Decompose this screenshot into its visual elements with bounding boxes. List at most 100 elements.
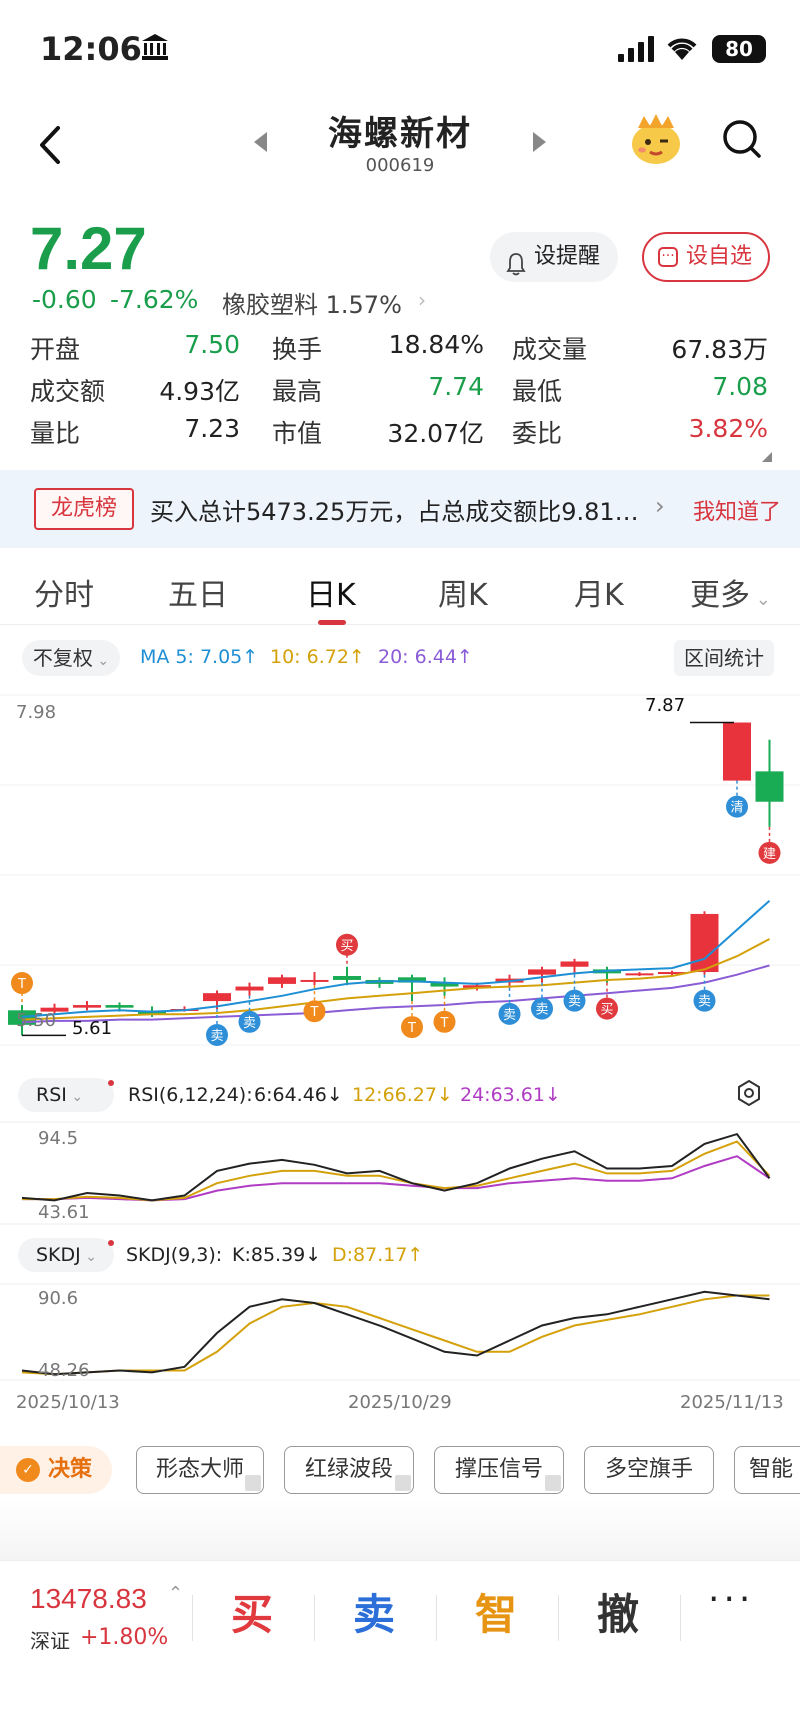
set-alert-button[interactable]: 设提醒 (490, 232, 618, 282)
chevron-down-icon: ⌄ (66, 1089, 84, 1105)
price-change-pct: -7.62% (110, 285, 199, 314)
prev-stock-icon[interactable] (252, 130, 270, 158)
index-value[interactable]: 13478.83 (30, 1583, 147, 1614)
signal-label: 买 (600, 1003, 613, 1018)
stat-label: 最高 (272, 377, 323, 406)
stat-value: 7.23 (184, 414, 240, 443)
search-icon[interactable] (722, 118, 762, 166)
signal-marker (11, 972, 33, 995)
skdj-params: SKDJ(9,3): (126, 1244, 223, 1266)
rsi6-value: 6:64.46↓ (254, 1084, 343, 1106)
buy-button[interactable]: 买 (230, 1590, 273, 1639)
candle-body (138, 1011, 166, 1015)
chevron-up-icon[interactable]: ⌃ (168, 1583, 184, 1604)
chip-label: 多空旗手 (604, 1457, 693, 1482)
signal-marker (401, 1016, 423, 1039)
stat-label: 开盘 (30, 335, 81, 364)
mascot-icon[interactable] (628, 114, 684, 166)
stock-nav-bar: 海螺新材 000619 (0, 100, 800, 200)
ma5-legend: MA 5: 7.05↑ (140, 646, 259, 668)
tab-monthly-k[interactable]: 月K (574, 578, 624, 613)
price-change: -0.60 (32, 285, 97, 314)
stat-label: 量比 (30, 419, 81, 448)
skdj-selector[interactable]: SKDJ ⌄ (18, 1238, 114, 1272)
stat-value: 4.93亿 (159, 377, 240, 406)
stat-value: 32.07亿 (387, 419, 484, 448)
stat-turnover: 换手 18.84% (272, 330, 484, 366)
stat-label: 市值 (272, 419, 323, 448)
chip-pattern-master[interactable]: 形态大师 (136, 1446, 264, 1494)
chip-red-green-wave[interactable]: 红绿波段 (284, 1446, 414, 1494)
banner-text: 买入总计5473.25万元，占总成交额比9.81… (150, 498, 639, 526)
rsi-selector[interactable]: RSI ⌄ (18, 1078, 114, 1112)
cancel-order-button[interactable]: 撤 (596, 1590, 639, 1639)
candle-body (300, 979, 329, 982)
stat-high: 最高 7.74 (272, 372, 484, 408)
bottom-trade-bar: 13478.83 ⌃ 深证 +1.80% 买 卖 智 撤 ··· (0, 1560, 800, 1731)
lock-icon (395, 1475, 411, 1491)
decision-button[interactable]: ✓ 决策 (0, 1446, 112, 1494)
signal-label: 卖 (210, 1029, 223, 1044)
chip-smart[interactable]: 智能 (734, 1446, 800, 1494)
rsi6-line (21, 1132, 771, 1202)
current-price: 7.27 (30, 215, 147, 282)
signal-marker (726, 795, 748, 818)
rsi-axis-bottom: 43.61 (38, 1202, 90, 1223)
signal-marker (693, 989, 716, 1012)
adjust-dropdown[interactable]: 不复权 ⌄ (22, 640, 120, 676)
chip-label: 形态大师 (155, 1457, 244, 1482)
back-icon[interactable] (30, 120, 70, 170)
stat-value: 7.08 (712, 372, 768, 401)
add-favorite-button[interactable]: ··· 设自选 (642, 232, 770, 282)
sector-link[interactable]: 橡胶塑料 1.57% (222, 291, 402, 319)
chevron-down-icon: ⌄ (750, 589, 771, 610)
skdj-axis-top: 90.6 (38, 1288, 79, 1309)
chip-bull-bear-flag[interactable]: 多空旗手 (584, 1446, 714, 1494)
stat-value: 7.50 (184, 330, 240, 359)
index-name: 深证 (30, 1629, 70, 1653)
rsi-params: RSI(6,12,24): (128, 1084, 253, 1106)
ma5-line (21, 899, 771, 1018)
next-stock-icon[interactable] (530, 130, 548, 158)
stat-low: 最低 7.08 (512, 372, 768, 408)
settings-icon[interactable] (736, 1079, 762, 1110)
stat-volume: 成交量 67.83万 (512, 330, 768, 366)
active-tab-indicator (318, 620, 346, 625)
signal-label: T (407, 1021, 416, 1036)
tab-intraday[interactable]: 分时 (34, 578, 94, 613)
chevron-right-icon: › (418, 288, 426, 312)
divider (680, 1595, 681, 1641)
dragon-tiger-tag: 龙虎榜 (34, 488, 134, 530)
more-icon[interactable]: ··· (708, 1579, 755, 1620)
dragon-tiger-banner[interactable]: 龙虎榜 买入总计5473.25万元，占总成交额比9.81… › 我知道了 (0, 470, 800, 548)
rsi12-value: 12:66.27↓ (352, 1084, 453, 1106)
date-end: 2025/11/13 (680, 1392, 784, 1413)
ma20-legend: 20: 6.44↑ (378, 646, 473, 668)
dismiss-button[interactable]: 我知道了 (693, 500, 782, 525)
chip-support-resistance[interactable]: 撑压信号 (434, 1446, 564, 1494)
expand-corner-icon[interactable] (762, 452, 772, 462)
marked-high-label: 7.87 (645, 695, 686, 716)
tab-weekly-k[interactable]: 周K (438, 578, 488, 613)
signal-label: 买 (340, 939, 353, 954)
chip-label: 智能 (749, 1457, 794, 1482)
signal-marker (563, 989, 586, 1012)
candle-body (268, 977, 296, 984)
divider (558, 1595, 559, 1641)
tab-daily-k[interactable]: 日K (306, 578, 356, 613)
chevron-down-icon: ⌄ (92, 653, 110, 669)
candle-body (235, 986, 264, 991)
signal-label: T (310, 1005, 319, 1020)
range-stats-button[interactable]: 区间统计 (674, 640, 774, 676)
bank-icon (140, 32, 170, 66)
sell-button[interactable]: 卖 (352, 1590, 395, 1639)
stock-code: 000619 (365, 155, 435, 176)
smart-button[interactable]: 智 (474, 1590, 517, 1639)
stat-value: 3.82% (688, 414, 768, 443)
add-favorite-label: 设自选 (686, 244, 753, 269)
tab-five-day[interactable]: 五日 (168, 578, 228, 613)
rsi12-line (22, 1140, 771, 1202)
signal-icon (618, 36, 654, 66)
tab-more[interactable]: 更多 ⌄ (690, 570, 771, 614)
